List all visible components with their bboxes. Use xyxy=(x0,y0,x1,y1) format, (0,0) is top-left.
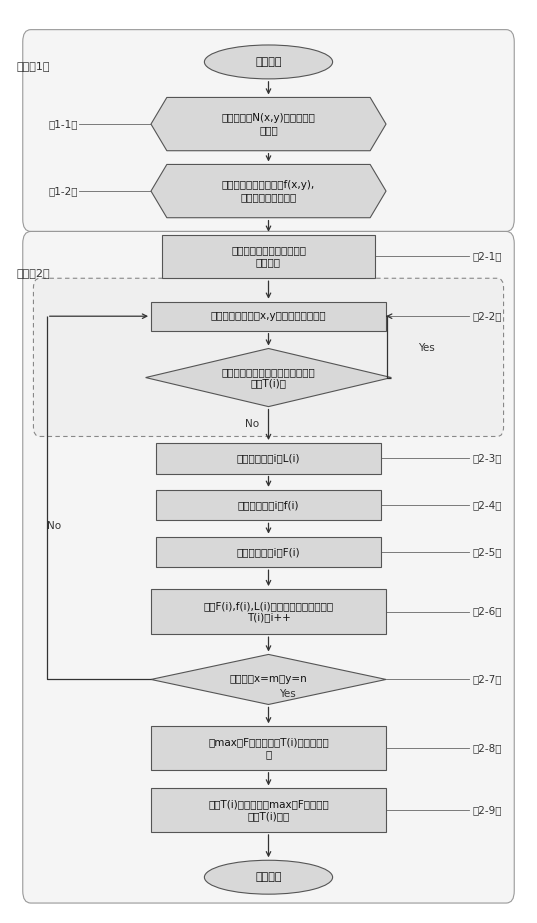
Text: 确定机器人初始位置，启动
路径搜索: 确定机器人初始位置，启动 路径搜索 xyxy=(231,246,306,268)
Text: 调取T(i)中数据，求max（F），输出
对应T(i)信息: 调取T(i)中数据，求max（F），输出 对应T(i)信息 xyxy=(208,799,329,821)
Text: 步骤（2）: 步骤（2） xyxy=(16,269,50,279)
Ellipse shape xyxy=(205,860,332,894)
Text: 计算路径方案i的L(i): 计算路径方案i的L(i) xyxy=(237,453,300,463)
Text: Yes: Yes xyxy=(279,689,295,699)
FancyBboxPatch shape xyxy=(23,232,514,903)
Text: Yes: Yes xyxy=(418,343,434,354)
Text: （2-4）: （2-4） xyxy=(473,500,502,510)
Text: 开始规划: 开始规划 xyxy=(255,57,282,67)
Text: （2-5）: （2-5） xyxy=(473,547,502,557)
FancyBboxPatch shape xyxy=(151,788,386,832)
Text: No: No xyxy=(47,521,61,531)
Text: （2-9）: （2-9） xyxy=(473,805,502,815)
Text: 求max（F），并调取T(i)中的路径信
息: 求max（F），并调取T(i)中的路径信 息 xyxy=(208,737,329,759)
Text: 记录F(i),f(i),L(i)；与节点信息一并存入
T(i)；i++: 记录F(i),f(i),L(i)；与节点信息一并存入 T(i)；i++ xyxy=(204,601,333,622)
Text: （2-7）: （2-7） xyxy=(473,675,502,685)
Text: 判断是否x=m且y=n: 判断是否x=m且y=n xyxy=(230,675,307,685)
Text: （2-6）: （2-6） xyxy=(473,606,502,617)
Text: 判断路径方案的节点组合是否已存
在于T(i)中: 判断路径方案的节点组合是否已存 在于T(i)中 xyxy=(222,366,315,389)
Text: 从初始点出发，沿x,y轴正向搜索路径。: 从初始点出发，沿x,y轴正向搜索路径。 xyxy=(211,311,326,321)
Text: （2-2）: （2-2） xyxy=(473,311,502,321)
FancyBboxPatch shape xyxy=(156,490,381,521)
Text: 步骤（1）: 步骤（1） xyxy=(16,61,50,71)
Text: No: No xyxy=(245,419,259,429)
FancyBboxPatch shape xyxy=(33,278,504,437)
Text: 初始化栅格N(x,y)，初始化距
离信息: 初始化栅格N(x,y)，初始化距 离信息 xyxy=(222,114,315,135)
FancyBboxPatch shape xyxy=(151,589,386,634)
FancyBboxPatch shape xyxy=(156,536,381,568)
Polygon shape xyxy=(151,654,386,704)
Text: （2-8）: （2-8） xyxy=(473,743,502,753)
FancyBboxPatch shape xyxy=(156,443,381,473)
Text: （1-2）: （1-2） xyxy=(48,186,77,196)
Polygon shape xyxy=(151,164,386,218)
Polygon shape xyxy=(146,349,391,407)
Text: （1-1）: （1-1） xyxy=(48,119,77,129)
Text: （2-1）: （2-1） xyxy=(473,251,502,261)
FancyBboxPatch shape xyxy=(162,234,375,278)
FancyBboxPatch shape xyxy=(151,726,386,770)
Text: 计算路径方案i的f(i): 计算路径方案i的f(i) xyxy=(238,500,299,510)
Text: 初始化栅格引力场信息f(x,y),
建立双重栅格信息图: 初始化栅格引力场信息f(x,y), 建立双重栅格信息图 xyxy=(222,180,315,202)
Text: 规划结束: 规划结束 xyxy=(255,872,282,882)
Polygon shape xyxy=(151,98,386,150)
Text: 计算路径方案i的F(i): 计算路径方案i的F(i) xyxy=(237,547,300,557)
FancyBboxPatch shape xyxy=(23,30,514,232)
Ellipse shape xyxy=(205,45,332,78)
Text: （2-3）: （2-3） xyxy=(473,453,502,463)
FancyBboxPatch shape xyxy=(151,302,386,330)
